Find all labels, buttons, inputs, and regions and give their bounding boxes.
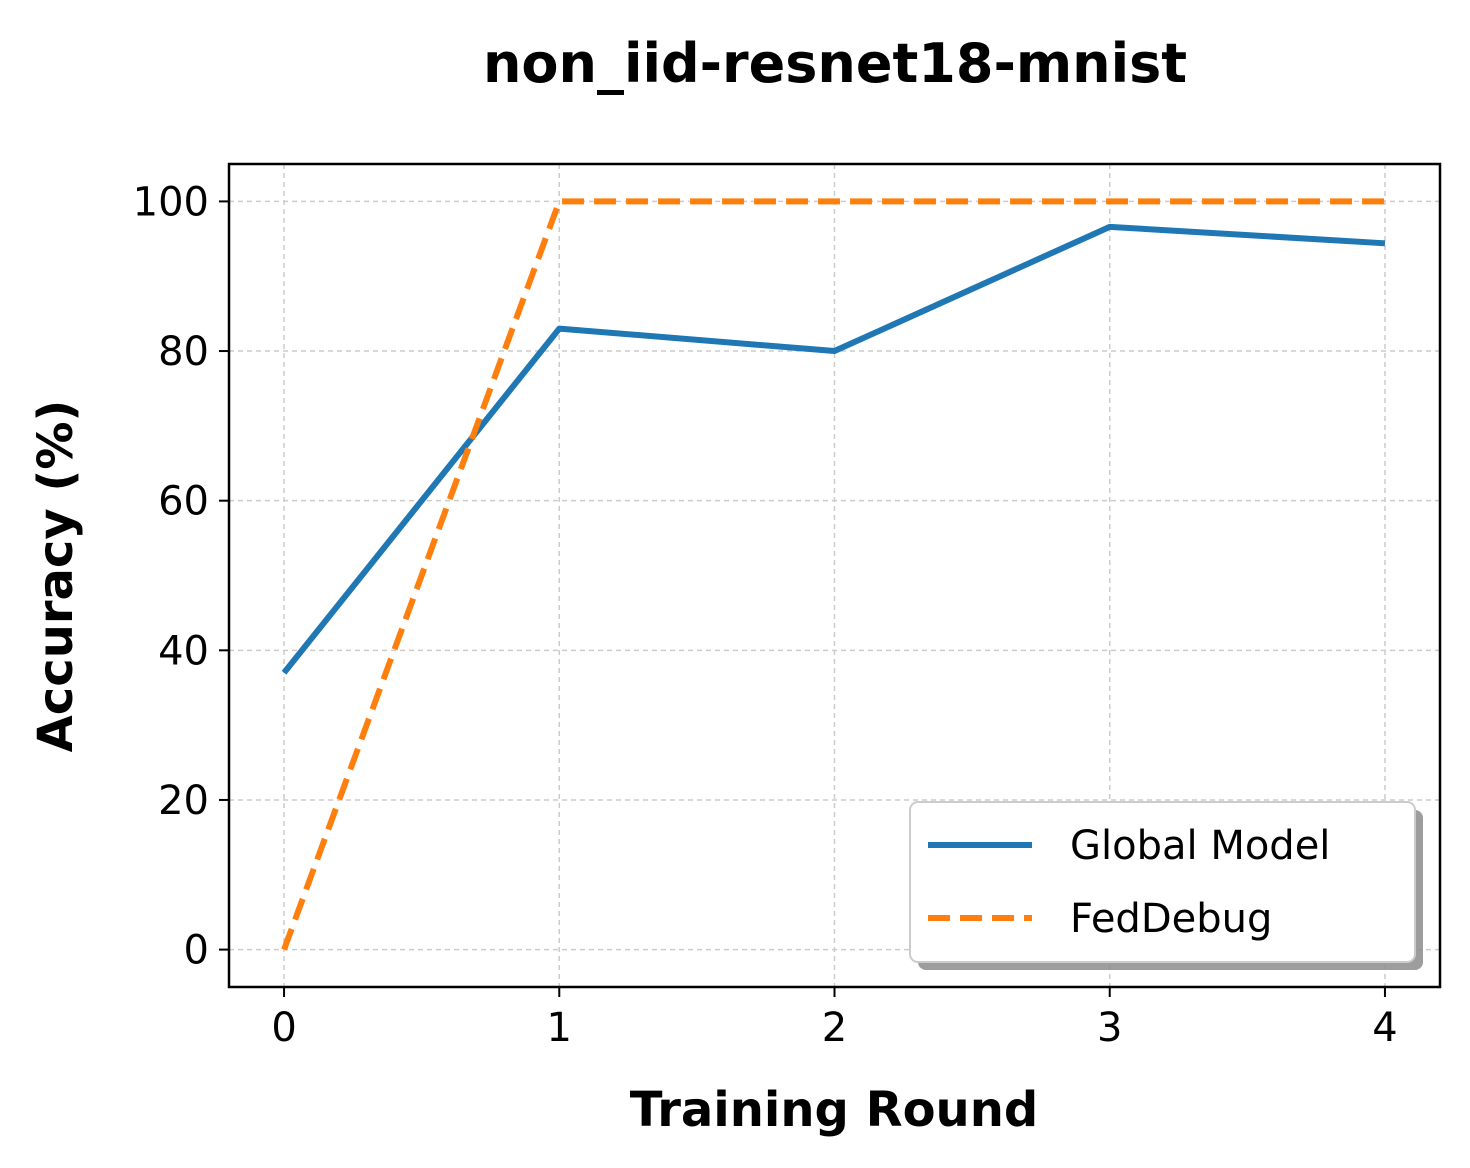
y-tick-label: 60	[158, 479, 209, 525]
legend-label: Global Model	[1070, 823, 1330, 869]
x-tick-label: 0	[271, 1005, 296, 1051]
y-tick-label: 100	[133, 179, 209, 225]
legend-box	[909, 801, 1416, 963]
x-tick-label: 1	[547, 1005, 572, 1051]
x-tick-label: 4	[1372, 1005, 1397, 1051]
y-tick-label: 20	[158, 778, 209, 824]
x-tick-label: 2	[822, 1005, 847, 1051]
y-tick-label: 40	[158, 628, 209, 674]
y-tick-label: 80	[158, 329, 209, 375]
x-tick-label: 3	[1097, 1005, 1122, 1051]
chart-title: non_iid-resnet18-mnist	[483, 32, 1187, 95]
plot-lines	[281, 198, 1386, 951]
series-line-global-model	[281, 223, 1386, 675]
y-tick-label: 0	[184, 928, 209, 974]
legend-label: FedDebug	[1070, 896, 1272, 942]
series-line-feddebug	[281, 198, 1385, 951]
legend: Global Model FedDebug	[909, 801, 1423, 970]
y-axis-label: Accuracy (%)	[28, 400, 84, 753]
x-axis-label: Training Round	[630, 1082, 1039, 1138]
